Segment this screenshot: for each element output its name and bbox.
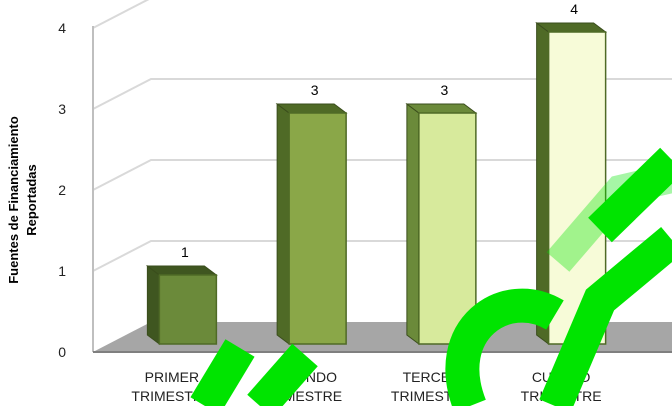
bar-top: [535, 22, 608, 33]
watermark-stroke: [588, 147, 672, 243]
gridlines: [92, 0, 672, 272]
bar-side: [146, 265, 160, 345]
y-tick-labels: 0 1 2 3 4: [58, 20, 66, 360]
watermark-stroke: [539, 226, 672, 406]
y-axis-label-line: Fuentes de Financiamiento: [6, 116, 21, 284]
watermark-stroke: [190, 339, 255, 406]
y-tick-label: 4: [58, 20, 66, 36]
y-axis-label: Fuentes de Financiamiento Reportadas: [6, 116, 39, 284]
bars: [145, 22, 608, 345]
bar-top: [275, 103, 348, 114]
watermark-stroke: [445, 288, 564, 406]
y-tick-label: 1: [58, 263, 66, 279]
category-label: TRIMESTRE: [131, 388, 212, 404]
y-tick-label: 0: [58, 344, 66, 360]
bar: [418, 112, 477, 345]
floor-plane: [93, 322, 672, 352]
data-label: 3: [440, 82, 448, 98]
y-axis-label-line: Reportadas: [24, 164, 39, 236]
data-label: 4: [570, 1, 578, 17]
data-label: 1: [181, 244, 189, 260]
gridline: [92, 240, 672, 272]
gridline: [92, 0, 150, 29]
data-label: 3: [311, 82, 319, 98]
chart-floor: [93, 322, 672, 352]
bar-top: [405, 103, 478, 114]
bar-side: [276, 103, 290, 345]
category-label: PRIMER: [145, 369, 199, 385]
watermark-stroke: [546, 163, 672, 272]
watermark: [190, 147, 672, 406]
bar: [288, 112, 347, 345]
bar-top: [145, 265, 218, 276]
watermark-stroke: [247, 343, 318, 406]
gridline: [92, 78, 672, 110]
bar: [158, 274, 218, 345]
gridline: [92, 159, 672, 191]
data-labels: 1 3 3 4: [181, 1, 578, 260]
bar-side: [406, 103, 420, 345]
y-tick-label: 3: [58, 101, 66, 117]
y-tick-label: 2: [58, 182, 66, 198]
